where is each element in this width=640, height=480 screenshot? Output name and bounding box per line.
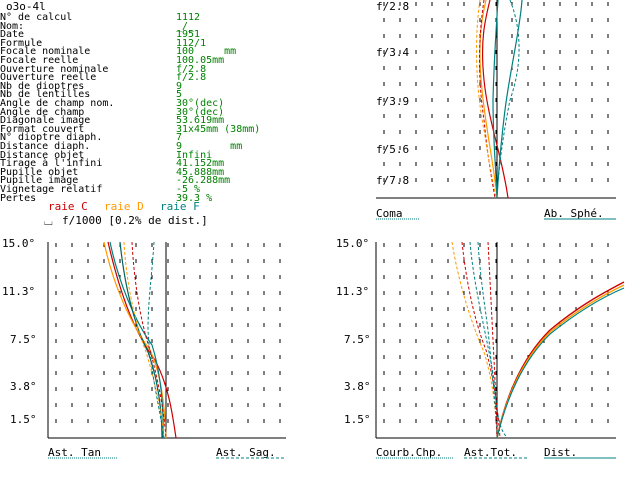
param-label: Focale nominale — [0, 46, 91, 58]
param-label: Pertes — [0, 192, 37, 204]
sagittal-curve-c — [131, 241, 167, 439]
field-curvature-curve-d — [451, 241, 498, 439]
param-label: Distance objet — [0, 149, 85, 161]
tangential-curve-c — [107, 241, 177, 439]
tangential-curve-f2 — [119, 241, 163, 439]
spherical-aberration-label: Ab. Sphé. — [544, 207, 604, 220]
tangential-astigmatism-label: Ast. Tan — [48, 446, 101, 459]
coma-curve-f — [496, 0, 520, 199]
tick-label: 1.5° — [10, 413, 37, 426]
param-label: Formule — [0, 37, 43, 49]
field-curvature-curve-f — [477, 241, 498, 439]
param-value: 100 mm — [176, 46, 237, 58]
param-label: Focale reelle — [0, 55, 79, 66]
legend-raie-c: raie C — [48, 200, 88, 213]
param-label: Pupille image — [0, 175, 79, 187]
tangential-curve-d — [103, 241, 167, 439]
coma-label: Coma — [376, 207, 403, 220]
param-value: 31x45mm (38mm) — [176, 123, 261, 135]
param-label: Nom: — [0, 20, 25, 32]
tick-label: 1.5° — [344, 413, 371, 426]
tick-label: 7.5° — [10, 333, 37, 346]
param-label: Angle de champ — [0, 106, 85, 118]
tick-label: 15.0° — [2, 237, 36, 250]
distortion-curve-c — [496, 281, 625, 439]
param-value: 41.152mm — [176, 158, 225, 170]
param-value: 30°(dec) — [176, 98, 225, 109]
param-value: f/2.8 — [176, 72, 207, 84]
param-value: 112/1 — [176, 37, 207, 49]
distortion-curve-f — [496, 287, 625, 439]
param-label: Diagonale image — [0, 115, 91, 127]
param-label: Vignetage relatif — [0, 184, 103, 195]
total-astigmatism-label: Ast.Tot. — [464, 446, 517, 459]
coma-curve-d — [476, 0, 497, 199]
tick-label: 3.8° — [10, 380, 37, 393]
field-curvature-curve-c — [461, 241, 501, 439]
scale-bar-icon: ⌴ — [44, 215, 53, 228]
tick-label: 7.5° — [344, 333, 371, 346]
scale-note: f/1000 [0.2% de dist.] — [62, 214, 208, 227]
param-value: 100.05mm — [176, 55, 225, 66]
spherical-curve-c — [481, 0, 509, 199]
param-value: 1112 — [176, 12, 201, 23]
tick-label: 15.0° — [336, 237, 370, 250]
param-label: Tirage à l'infini — [0, 158, 103, 170]
sagittal-astigmatism-label: Ast. Sag. — [216, 446, 276, 459]
param-label: Ouverture reelle — [0, 72, 97, 84]
param-label: Nb de lentilles — [0, 89, 91, 101]
legend-raie-f: raie F — [160, 200, 200, 213]
spherical-curve-f — [492, 0, 499, 199]
param-value: 9 mm — [176, 141, 243, 152]
tick-label: 3.8° — [344, 380, 371, 393]
param-label: Distance diaph. — [0, 141, 91, 152]
param-value: -26.288mm — [176, 175, 231, 187]
field-curvature-label: Courb.Chp. — [376, 446, 443, 459]
param-value: -5 % — [176, 184, 201, 195]
sagittal-curve-d — [123, 241, 165, 439]
param-value: 30°(dec) — [176, 106, 225, 118]
tangential-curve-f — [109, 241, 164, 439]
param-value: 5 — [176, 89, 183, 101]
astigmatism-total-curve-c — [487, 241, 498, 439]
param-value: 39.3 % — [176, 192, 213, 204]
param-label: Pupille objet — [0, 166, 79, 178]
param-value: 9 — [176, 80, 183, 92]
tick-label: 11.3° — [2, 285, 36, 298]
tick-label: f/3.4 — [376, 46, 410, 59]
tick-label: 11.3° — [336, 285, 370, 298]
legend-raie-d: raie D — [104, 200, 144, 213]
coma-curve-f-solid — [496, 0, 523, 199]
param-value: 1951 — [176, 29, 201, 41]
spherical-curve-d — [479, 0, 498, 199]
param-label: Nb de dioptres — [0, 80, 85, 92]
window-title: o3o-4l — [6, 0, 46, 13]
param-value: 45.888mm — [176, 166, 225, 178]
param-value: 7 — [176, 132, 183, 144]
astigmatism-total-curve-f — [469, 241, 509, 439]
sagittal-curve-f — [147, 241, 165, 439]
distortion-label: Dist. — [544, 446, 578, 459]
tick-label: f/7.8 — [376, 174, 410, 187]
param-value: _/_ — [176, 20, 195, 32]
param-label: Date — [0, 29, 25, 41]
param-value: f/2.8 — [176, 63, 207, 75]
field-curvature-plot-grid — [383, 243, 609, 423]
param-value: Infini — [176, 149, 213, 161]
param-label: Ouverture nominale — [0, 63, 109, 75]
astigmatism-plot-grid — [55, 243, 281, 423]
param-label: N° de calcul — [0, 12, 73, 23]
param-label: N° dioptre diaph. — [0, 132, 103, 144]
param-label: Angle de champ nom. — [0, 98, 115, 109]
param-label: Format couvert — [0, 123, 85, 135]
coma-curve-c — [479, 0, 496, 199]
param-value: 53.619mm — [176, 115, 225, 127]
